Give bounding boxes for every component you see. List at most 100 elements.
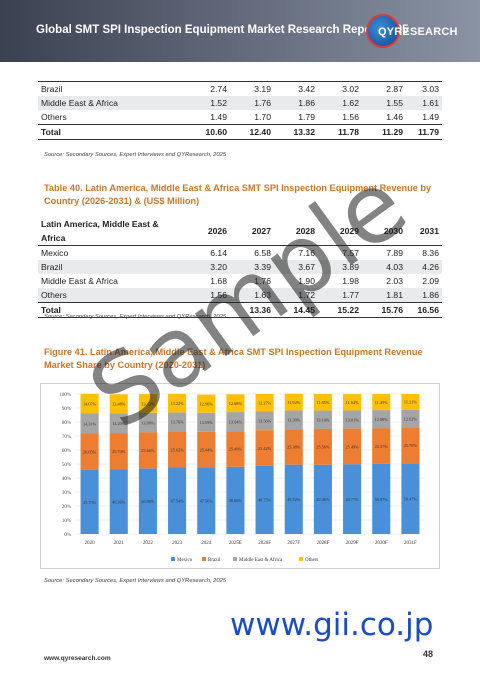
bar-segment xyxy=(255,465,274,534)
table-cell: 1.76 xyxy=(230,96,274,110)
bar-segment xyxy=(80,413,99,434)
data-label: 49.77% xyxy=(345,497,359,502)
x-tick-label: 2020 xyxy=(85,541,96,546)
column-header: 2030 xyxy=(362,217,406,246)
table-cell: 1.55 xyxy=(362,96,406,110)
table-cell: 3.67 xyxy=(274,260,318,274)
data-label: 50.47% xyxy=(404,496,418,501)
table-cell: 6.14 xyxy=(210,248,227,258)
table-cell: 1.63 xyxy=(230,288,274,303)
bar-segment xyxy=(109,469,128,534)
table-row: Brazil 3.20 3.39 3.67 3.89 4.03 4.26 xyxy=(38,260,442,274)
bar-segment xyxy=(80,433,99,470)
bar-segment xyxy=(138,394,157,413)
data-label: 13.48% xyxy=(112,402,126,407)
table-row: Mexico 6.14 6.58 7.16 7.57 7.89 8.36 xyxy=(38,246,442,261)
table-cell: 3.42 xyxy=(298,84,315,94)
footer-url[interactable]: www.qyresearch.com xyxy=(44,655,111,662)
table-cell: 1.81 xyxy=(362,288,406,303)
table-cell: 1.98 xyxy=(342,276,359,286)
table-cell: 1.62 xyxy=(318,96,362,110)
bar-segment xyxy=(255,411,274,431)
data-label: 13.22% xyxy=(170,401,184,406)
logo-text: QYRESEARCH xyxy=(378,26,458,38)
bar-segment xyxy=(197,431,216,468)
table-cell: 1.70 xyxy=(254,112,271,122)
x-tick-label: 2023 xyxy=(172,541,183,546)
data-label: 50.07% xyxy=(375,497,389,502)
x-tick-label: 2021 xyxy=(114,541,125,546)
data-label: 25.42% xyxy=(258,446,272,451)
data-label: 46.90% xyxy=(141,499,155,504)
bar-segment xyxy=(168,431,187,468)
y-tick-label: 70% xyxy=(62,435,71,440)
y-tick-label: 50% xyxy=(62,463,71,468)
row-label: Mexico xyxy=(41,248,69,258)
table-revenue-2020-2025-continued: Brazil 2.74 3.19 3.42 3.02 2.87 3.03 Middle Eas… xyxy=(38,81,442,140)
table-row: Total 13.36 14.45 15.22 15.76 16.56 xyxy=(38,302,442,318)
legend-swatch xyxy=(299,557,303,561)
table-cell: 1.86 xyxy=(274,96,318,110)
legend-label: Brazil xyxy=(208,558,221,563)
legend-label: Mexico xyxy=(177,558,193,563)
table-cell: 1.56 xyxy=(342,112,359,122)
data-label: 25.57% xyxy=(375,444,389,449)
bar-segment xyxy=(313,428,332,465)
bar-segment xyxy=(138,468,157,534)
table-cell: 15.22 xyxy=(318,302,362,318)
data-label: 49.52% xyxy=(287,497,301,502)
legend-label: Others xyxy=(305,558,318,563)
data-label: 13.39% xyxy=(287,418,301,423)
bar-segment xyxy=(401,394,420,410)
data-label: 13.56% xyxy=(258,418,272,423)
legend-swatch xyxy=(202,557,206,561)
stacked-bar-chart: 0% 10% 20% 30% 40% 50% 60% 70% 80% 90% 100% 45.75% 2… xyxy=(59,393,425,563)
bar-segment xyxy=(255,394,274,412)
row-label: Brazil xyxy=(41,84,63,94)
x-tick-label: 2029F xyxy=(346,541,359,546)
data-label: 46.36% xyxy=(112,499,126,504)
table-cell: 2.09 xyxy=(422,276,439,286)
bar-segment xyxy=(109,394,128,414)
data-label: 25.56% xyxy=(316,445,330,450)
table-cell: 1.56 xyxy=(186,288,230,303)
table-cell: 1.68 xyxy=(210,276,227,286)
row-label: Brazil xyxy=(38,260,186,274)
data-label: 25.44% xyxy=(200,447,214,452)
bar-segment xyxy=(284,464,303,534)
bar-segment xyxy=(226,394,245,413)
bar-segment xyxy=(372,463,391,534)
table-cell: 2.87 xyxy=(386,84,403,94)
table-cell: 7.89 xyxy=(386,248,403,258)
bar-segment xyxy=(138,412,157,433)
table-cell: 3.03 xyxy=(422,84,439,94)
bar-segment xyxy=(80,393,99,414)
bar-segment xyxy=(313,410,332,429)
data-label: 13.59% xyxy=(200,420,214,425)
y-tick-label: 60% xyxy=(62,449,71,454)
row-label: Total xyxy=(38,124,186,140)
gii-url[interactable]: www.gii.co.jp xyxy=(230,607,434,643)
data-label: 25.70% xyxy=(404,443,418,448)
data-label: 25.40% xyxy=(229,447,243,452)
bar-segment xyxy=(255,430,274,466)
bar-segment xyxy=(372,393,391,411)
table-cell: 1.86 xyxy=(406,288,442,303)
y-tick-label: 90% xyxy=(62,407,71,412)
bar-segment xyxy=(226,412,245,432)
data-label: 13.98% xyxy=(141,420,155,425)
column-header: 2029 xyxy=(318,217,362,246)
data-label: 13.42% xyxy=(141,401,155,406)
figure-caption: Figure 41. Latin America, Middle East & … xyxy=(44,347,423,370)
table-cell: 4.26 xyxy=(406,260,442,274)
bar-segment xyxy=(313,464,332,534)
table-row: Total 10.60 12.40 13.32 11.78 11.29 11.79 xyxy=(38,124,442,140)
data-label: 25.74% xyxy=(112,449,126,454)
table2-source: Source: Secondary Sources, Expert Interv… xyxy=(44,314,227,320)
data-label: 25.62% xyxy=(170,447,184,452)
table-row: Middle East & Africa 1.68 1.76 1.90 1.98 2.03… xyxy=(38,274,442,288)
table-cell: 7.57 xyxy=(342,248,359,258)
y-tick-label: 40% xyxy=(62,477,71,482)
bar-segment xyxy=(343,464,362,534)
figure-source: Source: Secondary Sources, Expert Interv… xyxy=(44,578,227,584)
